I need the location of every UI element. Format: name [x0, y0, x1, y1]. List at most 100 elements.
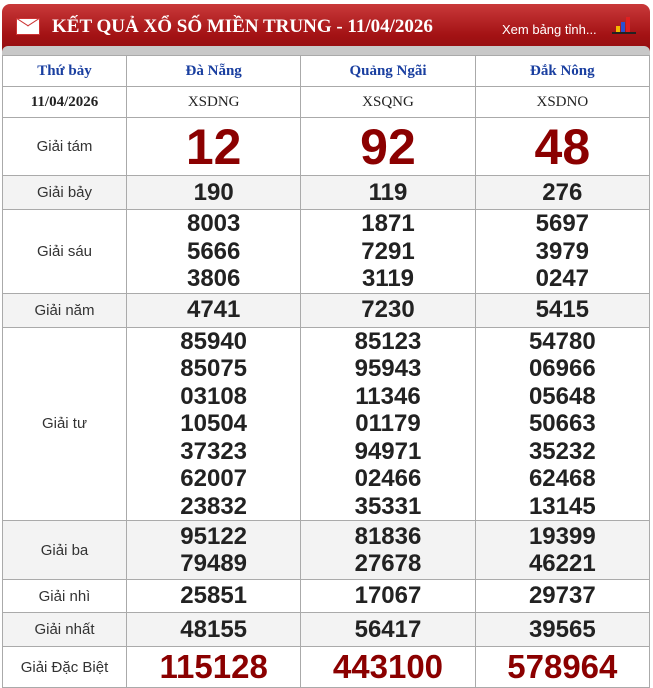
prize-cell: 48: [474, 117, 651, 176]
prize-number: 578964: [507, 648, 618, 685]
results-header: [2, 4, 650, 56]
prize-cell: 119: [300, 175, 476, 210]
prize-cell: 1871 7291 3119: [300, 209, 476, 294]
prize-cell: 85940 85075 03108 10504 37323 62007 23832: [125, 326, 302, 521]
prize-number: 85123: [354, 327, 422, 355]
prize-cell: 578964: [474, 646, 651, 688]
prize-label: Giải năm: [2, 292, 127, 328]
prize-number: 25851: [180, 582, 248, 610]
prize-cell: 17067: [300, 579, 476, 613]
prize-cell: 39565: [474, 612, 651, 647]
prize-row: Giải nhì 25851 17067 29737: [2, 579, 651, 613]
prize-number: 03108: [180, 382, 248, 410]
day-cell: Thứ bảy: [2, 55, 127, 87]
prize-row: Giải bảy 190 119 276: [2, 175, 651, 210]
prize-cell: 115128: [125, 646, 302, 688]
prize-label: Giải tám: [2, 117, 127, 176]
province-code[interactable]: XSQNG: [300, 86, 476, 118]
prize-cell: 25851: [125, 579, 302, 613]
prize-number: 23832: [180, 492, 248, 520]
prize-row: Giải Đặc Biệt 115128 443100 578964: [2, 646, 651, 688]
prize-number: 7230: [361, 296, 415, 324]
prize-number: 119: [368, 178, 408, 206]
prize-number: 115128: [159, 648, 268, 685]
prize-number: 443100: [332, 648, 444, 685]
prize-number: 95122: [180, 522, 248, 550]
header-strip: [2, 46, 650, 56]
prize-number: 81836: [354, 522, 422, 550]
prize-row: Giải ba 95122 79489 81836 27678 19399 46221: [2, 520, 651, 580]
prize-number: 11346: [355, 382, 421, 410]
prize-number: 62007: [180, 465, 248, 492]
prize-number: 85940: [180, 327, 248, 355]
prize-number: 8003: [186, 210, 241, 237]
prize-label: Giải tư: [2, 326, 127, 521]
prize-number: 94971: [354, 437, 422, 465]
prize-cell: 29737: [474, 579, 651, 613]
view-province-table-link[interactable]: Xem bảng tỉnh...: [502, 22, 597, 37]
prize-number: 276: [542, 178, 583, 206]
prize-row: Giải tám 12 92 48: [2, 117, 651, 176]
prize-number: 48: [534, 118, 591, 175]
prize-cell: 48155: [125, 612, 302, 647]
prize-row: Giải nhất 48155 56417 39565: [2, 612, 651, 647]
prize-number: 02466: [354, 465, 422, 492]
prize-cell: 7230: [300, 292, 476, 328]
prize-number: 85075: [180, 355, 248, 382]
prize-number: 5415: [535, 296, 590, 324]
prize-number: 17067: [354, 582, 422, 610]
prize-number: 12: [185, 118, 242, 175]
prize-row: Giải năm 4741 7230 5415: [2, 292, 651, 328]
prize-row: Giải tư 85940 85075 03108 10504 37323 62007 238…: [2, 326, 651, 521]
prize-number: 1871: [361, 210, 415, 237]
prize-number: 27678: [354, 550, 422, 577]
page-title: KẾT QUẢ XỔ SỐ MIỀN TRUNG - 11/04/2026: [52, 16, 433, 37]
province-name[interactable]: Quảng Ngãi: [300, 55, 476, 87]
province-code[interactable]: XSDNG: [125, 86, 302, 118]
prize-number: 10504: [180, 410, 248, 437]
province-code[interactable]: XSDNO: [474, 86, 651, 118]
prize-number: 7291: [361, 237, 415, 265]
prize-cell: 85123 95943 11346 01179 94971 02466 35331: [300, 326, 476, 521]
prize-number: 01179: [355, 410, 421, 437]
prize-number: 3119: [361, 265, 415, 292]
prize-label: Giải ba: [2, 520, 127, 580]
prize-cell: 54780 06966 05648 50663 35232 62468 13145: [474, 326, 651, 521]
prize-number: 3979: [535, 237, 590, 265]
prize-cell: 95122 79489: [125, 520, 302, 580]
prize-number: 4741: [186, 296, 241, 324]
prize-cell: 81836 27678: [300, 520, 476, 580]
prize-number: 5697: [535, 210, 590, 237]
prize-cell: 190: [125, 175, 302, 210]
prize-number: 79489: [180, 550, 248, 577]
prize-number: 95943: [354, 355, 422, 382]
prize-number: 56417: [354, 615, 422, 643]
prize-cell: 5697 3979 0247: [474, 209, 651, 294]
prize-label: Giải sáu: [2, 209, 127, 294]
prize-number: 5666: [186, 237, 241, 265]
prize-number: 35232: [528, 437, 596, 465]
prize-number: 13145: [528, 492, 596, 520]
prize-label: Giải Đặc Biệt: [2, 646, 127, 688]
prize-number: 19399: [528, 522, 596, 550]
prize-cell: 56417: [300, 612, 476, 647]
prize-number: 05648: [528, 382, 596, 410]
prize-label: Giải nhất: [2, 612, 127, 647]
date-row: 11/04/2026 XSDNG XSQNG XSDNO: [2, 86, 651, 118]
prize-number: 0247: [535, 265, 590, 292]
province-name[interactable]: Đắk Nông: [474, 55, 651, 87]
results-table: Thứ bảy Đà Nẵng Quảng Ngãi Đắk Nông 11/04/20…: [2, 55, 651, 688]
prize-number: 29737: [528, 582, 596, 610]
prize-number: 48155: [180, 615, 248, 643]
prize-number: 35331: [354, 492, 422, 520]
prize-cell: 5415: [474, 292, 651, 328]
bar-chart-icon[interactable]: [612, 16, 636, 34]
province-name[interactable]: Đà Nẵng: [125, 55, 302, 87]
prize-number: 54780: [528, 327, 596, 355]
prize-cell: 12: [125, 117, 302, 176]
prize-label: Giải bảy: [2, 175, 127, 210]
prize-cell: 19399 46221: [474, 520, 651, 580]
prize-number: 190: [193, 178, 234, 206]
envelope-icon: [16, 18, 40, 35]
prize-cell: 276: [474, 175, 651, 210]
